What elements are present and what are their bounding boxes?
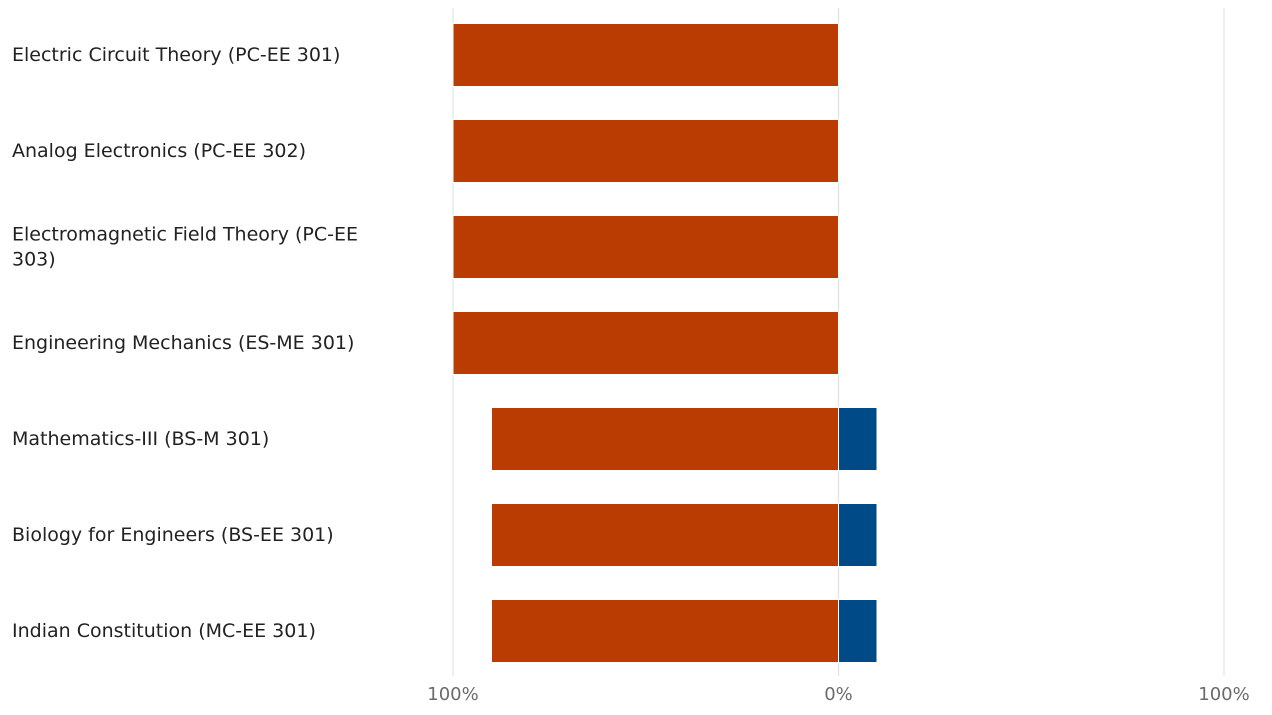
tick-label: 0%: [824, 684, 853, 705]
category-label: Electromagnetic Field Theory (PC-EE 303): [12, 223, 358, 270]
bar-left-3: [452, 311, 839, 375]
bar-right-4: [838, 407, 878, 471]
category-label: Electric Circuit Theory (PC-EE 301): [12, 44, 340, 66]
category-label: Engineering Mechanics (ES-ME 301): [12, 332, 354, 354]
bar-left-6: [491, 599, 839, 663]
bar-left-5: [491, 503, 839, 567]
category-label-line: Electric Circuit Theory (PC-EE 301): [12, 44, 340, 66]
category-label-line: Engineering Mechanics (ES-ME 301): [12, 332, 354, 354]
category-label-line: Electromagnetic Field Theory (PC-EE: [12, 223, 358, 245]
category-label: Mathematics-III (BS-M 301): [12, 428, 269, 450]
bar-left-4: [491, 407, 839, 471]
category-label-line: Biology for Engineers (BS-EE 301): [12, 524, 334, 546]
bar-left-1: [452, 119, 839, 183]
bar-left-0: [452, 23, 839, 87]
bar-left-2: [452, 215, 839, 279]
tick-label: 100%: [427, 684, 478, 705]
category-label: Analog Electronics (PC-EE 302): [12, 140, 306, 162]
category-label-line: Mathematics-III (BS-M 301): [12, 428, 269, 450]
tick-label: 100%: [1198, 684, 1249, 705]
category-label: Indian Constitution (MC-EE 301): [12, 620, 316, 642]
category-label-line: Indian Constitution (MC-EE 301): [12, 620, 316, 642]
bar-right-6: [838, 599, 878, 663]
bar-right-5: [838, 503, 878, 567]
category-label: Biology for Engineers (BS-EE 301): [12, 524, 334, 546]
category-label-line: Analog Electronics (PC-EE 302): [12, 140, 306, 162]
category-label-line: 303): [12, 248, 56, 270]
